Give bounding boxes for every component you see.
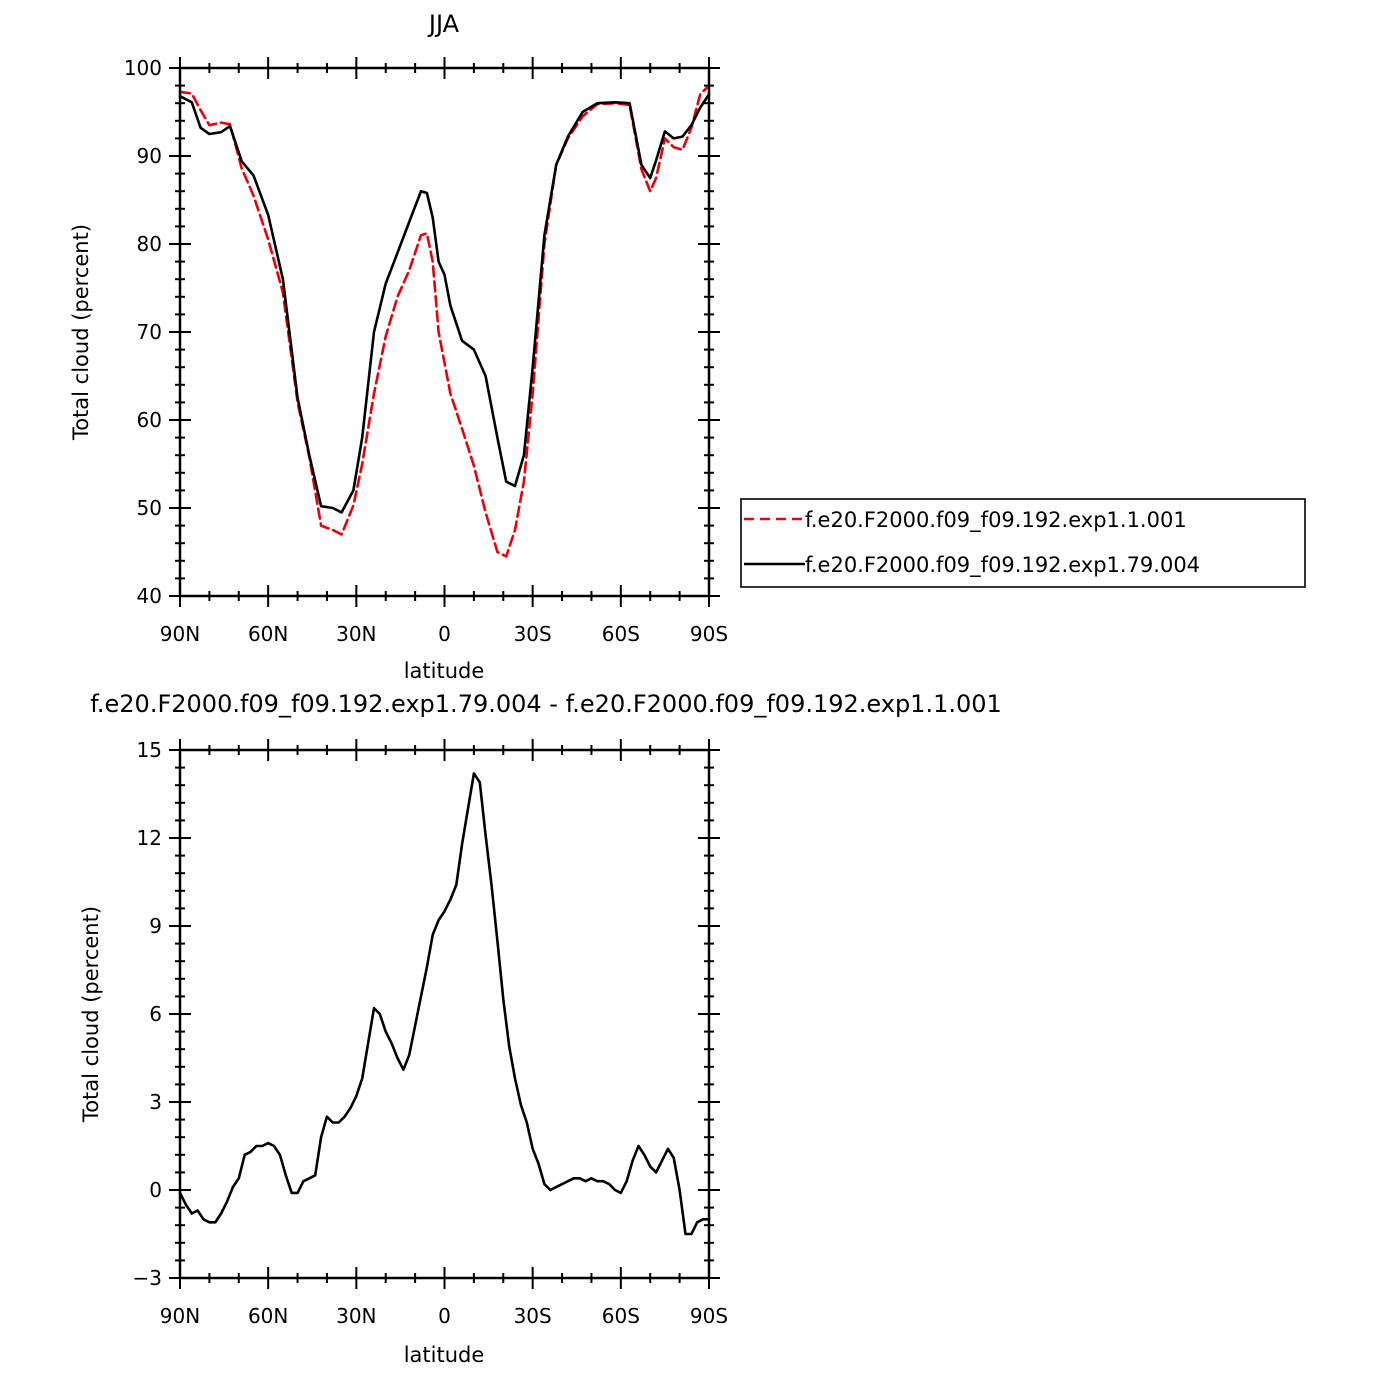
x-tick-label: 60S xyxy=(602,622,640,646)
x-tick-label: 90N xyxy=(160,622,200,646)
x-tick-label: 60S xyxy=(602,1304,640,1328)
y-tick-label: 50 xyxy=(137,496,162,520)
x-tick-label: 60N xyxy=(248,1304,288,1328)
bottom-x-axis-label: latitude xyxy=(404,1343,485,1367)
y-tick-label: 3 xyxy=(149,1090,162,1114)
bot-series-line-0 xyxy=(178,772,711,1236)
top-series-line-0 xyxy=(178,84,711,558)
y-tick-label: 70 xyxy=(137,320,162,344)
top-y-tick-labels: 40 50 60 70 80 90 100 xyxy=(124,56,162,608)
x-tick-label: 30S xyxy=(514,1304,552,1328)
bottom-plot-frame xyxy=(178,748,711,1280)
y-tick-label: 40 xyxy=(137,584,162,608)
y-tick-label: −3 xyxy=(133,1266,162,1290)
bottom-y-axis-label: Total cloud (percent) xyxy=(79,906,103,1123)
x-tick-label: 30N xyxy=(336,1304,376,1328)
top-x-axis-label: latitude xyxy=(404,659,485,683)
bottom-chart-title: f.e20.F2000.f09_f09.192.exp1.79.004 - f.… xyxy=(90,690,1002,718)
top-chart-title: JJA xyxy=(427,10,460,38)
y-tick-label: 0 xyxy=(149,1178,162,1202)
y-tick-label: 9 xyxy=(149,914,162,938)
top-x-tick-labels: 90N 60N 30N 0 30S 60S 90S xyxy=(160,622,728,646)
legend-label-obs: f.e20.F2000.f09_f09.192.exp1.1.001 xyxy=(805,508,1187,533)
y-tick-label: 60 xyxy=(137,408,162,432)
top-series-line-1 xyxy=(178,93,711,514)
x-tick-label: 0 xyxy=(438,622,451,646)
y-tick-label: 80 xyxy=(137,232,162,256)
top-y-axis-label: Total cloud (percent) xyxy=(69,224,93,441)
x-tick-label: 90N xyxy=(160,1304,200,1328)
bottom-panel: f.e20.F2000.f09_f09.192.exp1.79.004 - f.… xyxy=(79,690,1002,1367)
x-tick-label: 60N xyxy=(248,622,288,646)
legend-box xyxy=(740,498,1306,588)
y-tick-label: 90 xyxy=(137,144,162,168)
x-tick-label: 30N xyxy=(336,622,376,646)
bottom-x-tick-labels: 90N 60N 30N 0 30S 60S 90S xyxy=(160,1304,728,1328)
bottom-y-tick-labels: −3 0 3 6 9 12 15 xyxy=(133,738,162,1290)
legend-label-exp: f.e20.F2000.f09_f09.192.exp1.79.004 xyxy=(805,553,1200,578)
y-tick-label: 100 xyxy=(124,56,162,80)
y-tick-label: 12 xyxy=(137,826,162,850)
y-tick-label: 6 xyxy=(149,1002,162,1026)
x-tick-label: 90S xyxy=(690,622,728,646)
x-tick-label: 30S xyxy=(514,622,552,646)
top-plot-frame xyxy=(178,66,711,598)
x-tick-label: 0 xyxy=(438,1304,451,1328)
y-tick-label: 15 xyxy=(137,738,162,762)
top-plot-lines xyxy=(178,84,711,558)
bottom-plot-lines xyxy=(178,772,711,1236)
bottom-axis-ticks xyxy=(169,739,720,1289)
x-tick-label: 90S xyxy=(690,1304,728,1328)
legend: f.e20.F2000.f09_f09.192.exp1.1.001 f.e20… xyxy=(740,498,1306,588)
